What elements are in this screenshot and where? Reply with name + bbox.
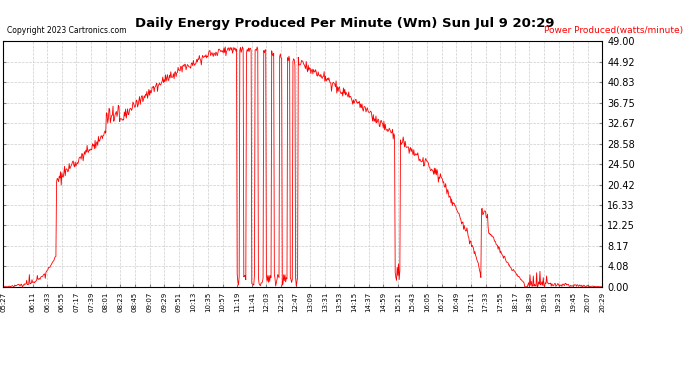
Text: Daily Energy Produced Per Minute (Wm) Sun Jul 9 20:29: Daily Energy Produced Per Minute (Wm) Su… bbox=[135, 17, 555, 30]
Text: Power Produced(watts/minute): Power Produced(watts/minute) bbox=[544, 26, 683, 35]
Text: Copyright 2023 Cartronics.com: Copyright 2023 Cartronics.com bbox=[7, 26, 126, 35]
